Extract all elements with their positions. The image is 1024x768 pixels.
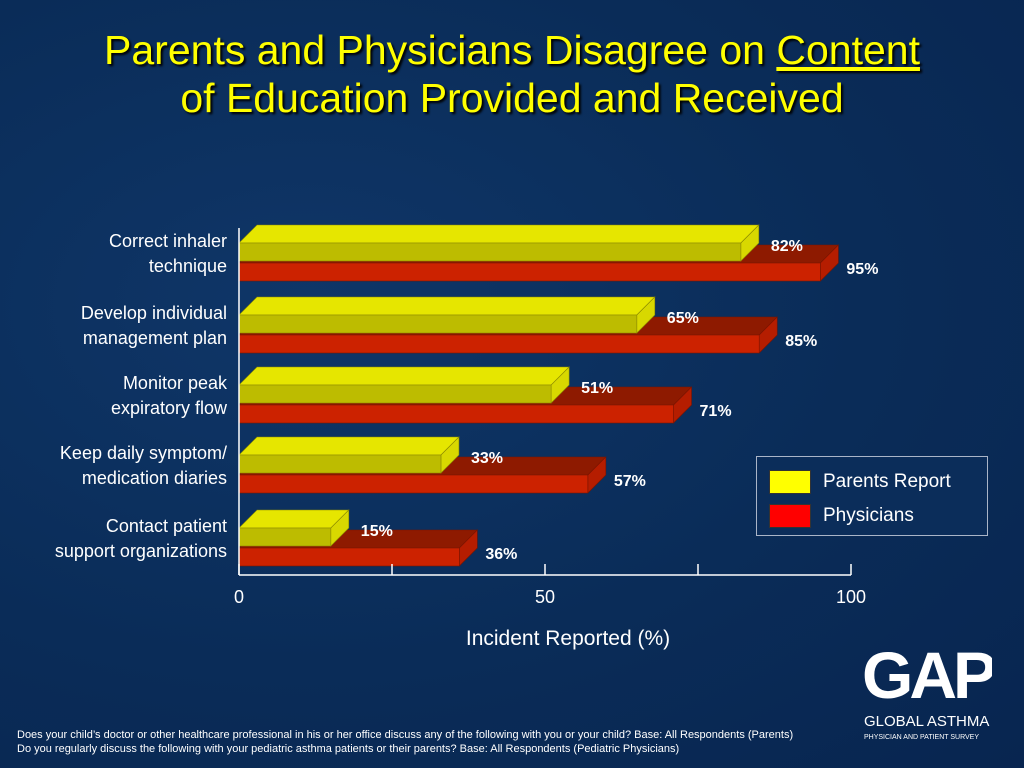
value-label-parents-1: 65%: [667, 310, 699, 327]
bar-parents-3: [238, 454, 442, 474]
category-label-3-0: Keep daily symptom/: [60, 443, 227, 463]
x-tick-label-0: 0: [234, 587, 244, 607]
slide-title: Parents and Physicians Disagree on Conte…: [0, 26, 1024, 122]
category-label-1-1: management plan: [83, 328, 227, 348]
logo-line1: GLOBAL ASTHMA: [864, 713, 989, 730]
bar-physicians-0: [238, 262, 821, 282]
category-label-2-1: expiratory flow: [111, 398, 228, 418]
bar-top-parents-1: [238, 296, 656, 316]
title-line2: of Education Provided and Received: [180, 75, 844, 121]
legend-item-parents: Parents Report: [769, 469, 951, 495]
legend-label-parents: Parents Report: [823, 471, 951, 492]
bar-physicians-4: [238, 547, 460, 567]
value-label-physicians-2: 71%: [700, 403, 732, 420]
footnote-line1: Does your child’s doctor or other health…: [17, 729, 794, 741]
bar-top-parents-4: [238, 509, 350, 529]
category-label-4-0: Contact patient: [106, 516, 227, 536]
category-label-4-1: support organizations: [55, 541, 227, 561]
legend-label-physicians: Physicians: [823, 505, 914, 526]
footnote: Does your child’s doctor or other health…: [17, 728, 977, 756]
x-axis-title: Incident Reported (%): [466, 627, 670, 650]
title-line1-prefix: Parents and Physicians Disagree on: [104, 27, 777, 73]
value-label-parents-2: 51%: [581, 380, 613, 397]
footnote-line2: Do you regularly discuss the following w…: [17, 743, 680, 755]
bar-parents-2: [238, 384, 552, 404]
category-label-3-1: medication diaries: [82, 468, 227, 488]
bar-physicians-2: [238, 404, 674, 424]
value-label-physicians-3: 57%: [614, 473, 646, 490]
logo-line2: PHYSICIAN AND PATIENT SURVEY: [864, 734, 979, 741]
value-label-parents-3: 33%: [471, 450, 503, 467]
legend-swatch-parents: [769, 470, 811, 494]
value-label-physicians-0: 95%: [846, 261, 878, 278]
bar-top-parents-2: [238, 366, 570, 386]
gap-logo: GAP GLOBAL ASTHMA PHYSICIAN AND PATIENT …: [862, 640, 992, 741]
x-tick-label-2: 100: [836, 587, 866, 607]
bar-top-parents-3: [238, 436, 460, 456]
bar-parents-1: [238, 314, 638, 334]
bar-top-parents-0: [238, 224, 760, 244]
legend-item-physicians: Physicians: [769, 503, 914, 529]
x-tick-label-1: 50: [535, 587, 555, 607]
title-underlined-word: Content: [776, 27, 920, 73]
legend-swatch-physicians: [769, 504, 811, 528]
logo-letters: GAP: [862, 640, 992, 712]
value-label-physicians-4: 36%: [485, 546, 517, 563]
bar-parents-0: [238, 242, 742, 262]
bar-parents-4: [238, 527, 332, 547]
value-label-parents-0: 82%: [771, 238, 803, 255]
bar-physicians-3: [238, 474, 589, 494]
bar-physicians-1: [238, 334, 760, 354]
value-label-parents-4: 15%: [361, 523, 393, 540]
category-label-0-1: technique: [149, 256, 227, 276]
chart-legend: Parents Report Physicians: [756, 456, 988, 536]
category-label-1-0: Develop individual: [81, 303, 227, 323]
value-label-physicians-1: 85%: [785, 333, 817, 350]
category-label-2-0: Monitor peak: [123, 373, 228, 393]
category-label-0-0: Correct inhaler: [109, 231, 227, 251]
